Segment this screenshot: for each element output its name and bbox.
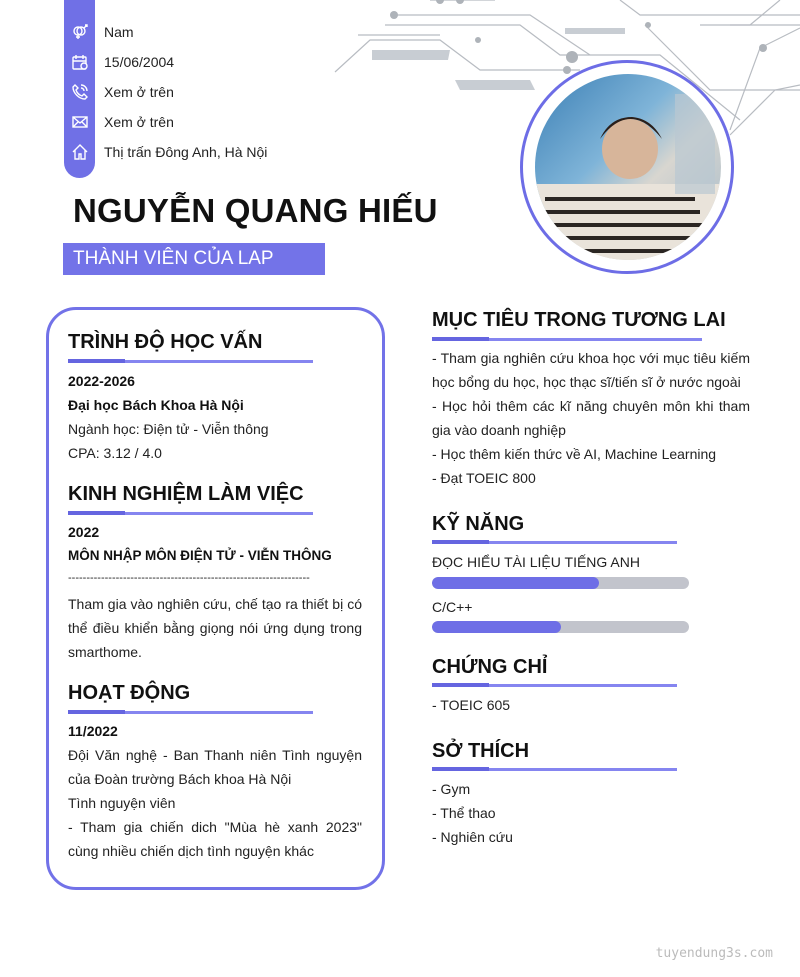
hobbies-list: - Gym - Thể thao - Nghiên cứu (432, 777, 513, 849)
calendar-icon (64, 54, 95, 70)
watermark: tuyendung3s.com (655, 946, 773, 961)
skill-level-bar (432, 577, 689, 589)
skills-underline (432, 540, 677, 544)
circuit-decoration (334, 0, 800, 136)
skill-level-fill (432, 621, 561, 633)
skill-name: C/C++ (432, 599, 473, 615)
contact-address: Thị trấn Đông Anh, Hà Nội (64, 140, 364, 164)
activities-date: 11/2022 (68, 723, 118, 739)
certificate-item: - TOEIC 605 (432, 697, 511, 713)
education-underline (68, 359, 313, 363)
contact-sidebar-strip (64, 0, 95, 178)
activities-underline (68, 710, 313, 714)
contact-email: Xem ở trên (64, 110, 364, 134)
education-major: Ngành học: Điện tử - Viễn thông (68, 421, 269, 437)
goals-underline (432, 337, 702, 341)
mail-icon (64, 115, 95, 129)
contact-birthday: 15/06/2004 (64, 50, 364, 74)
activities-heading: HOẠT ĐỘNG (68, 682, 191, 704)
avatar (535, 74, 721, 260)
education-heading: TRÌNH ĐỘ HỌC VẤN (68, 331, 263, 353)
candidate-name: NGUYỄN QUANG HIẾU (73, 192, 438, 229)
activities-role: Tình nguyện viên (68, 795, 176, 811)
experience-description: Tham gia vào nghiên cứu, chế tạo ra thiế… (68, 596, 362, 660)
activities-description: - Tham gia chiến dich "Mùa hè xanh 2023"… (68, 819, 362, 859)
goal-item: - Tham gia nghiên cứu khoa học với mục t… (432, 350, 750, 390)
education-cpa: CPA: 3.12 / 4.0 (68, 445, 162, 461)
phone-icon (64, 84, 95, 100)
experience-year: 2022 (68, 524, 100, 540)
experience-heading: KINH NGHIỆM LÀM VIỆC (68, 483, 304, 505)
goals-heading: MỤC TIÊU TRONG TƯƠNG LAI (432, 309, 726, 331)
skill-level-bar (432, 621, 689, 633)
goal-item: - Học thêm kiến thức về AI, Machine Lear… (432, 446, 717, 462)
certificates-heading: CHỨNG CHỈ (432, 656, 548, 678)
education-period: 2022-2026 (68, 373, 135, 389)
hobbies-heading: SỞ THÍCH (432, 740, 530, 762)
hobby-item: - Nghiên cứu (432, 829, 513, 845)
experience-underline (68, 511, 313, 515)
contact-phone: Xem ở trên (64, 80, 364, 104)
hobby-item: - Gym (432, 781, 471, 797)
goals-list: - Tham gia nghiên cứu khoa học với mục t… (432, 346, 750, 490)
goal-item: - Học hỏi thêm các kĩ năng chuyên môn kh… (432, 398, 750, 438)
certificates-underline (432, 683, 677, 687)
gender-icon (64, 24, 95, 40)
home-icon (64, 144, 95, 160)
hobbies-underline (432, 767, 677, 771)
experience-divider: ----------------------------------------… (68, 572, 310, 584)
candidate-subtitle: THÀNH VIÊN CỦA LAP (63, 243, 325, 275)
skills-heading: KỸ NĂNG (432, 513, 525, 535)
goal-item: - Đạt TOEIC 800 (432, 470, 536, 486)
skill-level-fill (432, 577, 600, 589)
activities-org: Đội Văn nghệ - Ban Thanh niên Tình nguyệ… (68, 747, 362, 787)
hobby-item: - Thể thao (432, 805, 496, 821)
contact-gender: Nam (64, 20, 364, 44)
avatar-ring (520, 60, 734, 274)
skill-name: ĐỌC HIỂU TÀI LIỆU TIẾNG ANH (432, 554, 640, 570)
experience-role: MÔN NHẬP MÔN ĐIỆN TỬ - VIỄN THÔNG (68, 548, 332, 563)
left-column-card (46, 307, 385, 890)
education-school: Đại học Bách Khoa Hà Nội (68, 397, 244, 413)
